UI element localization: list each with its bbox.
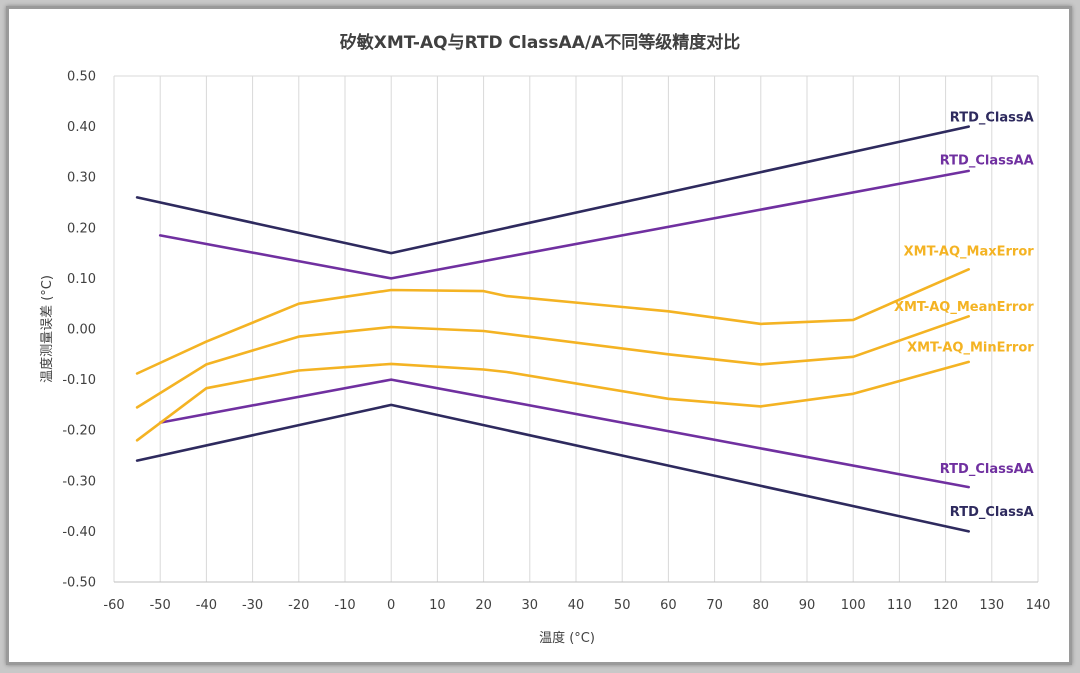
x-tick-label: 10 (429, 598, 446, 613)
series-label-rtd-classa: RTD_ClassA (950, 110, 1034, 125)
series-line-rtd-classa (135, 125, 971, 255)
x-tick-label: 0 (387, 598, 395, 613)
chart-frame (6, 6, 1072, 665)
y-tick-label: 0.40 (67, 120, 96, 135)
x-tick-label: 50 (614, 598, 631, 613)
y-tick-label: 0.30 (67, 171, 96, 186)
x-tick-label: -30 (242, 598, 263, 613)
y-tick-label: -0.20 (62, 424, 96, 439)
series-group (135, 125, 971, 533)
x-tick-label: 80 (753, 598, 770, 613)
grid (113, 75, 1039, 582)
x-tick-label: 20 (475, 598, 492, 613)
y-tick-label: 0.50 (67, 70, 96, 85)
x-tick-label: 60 (660, 598, 677, 613)
series-line-xmt-aq-minerror (135, 360, 971, 442)
x-tick-label: -20 (288, 598, 309, 613)
y-tick-label: -0.10 (62, 373, 96, 388)
series-labels: RTD_ClassA RTD_ClassAA XMT-AQ_MaxError XMT-… (894, 110, 1034, 520)
x-tick-label: 140 (1026, 598, 1051, 613)
x-tick-label: 120 (933, 598, 958, 613)
x-tick-label: 110 (887, 598, 912, 613)
y-tick-label: 0.00 (67, 323, 96, 338)
chart-title: 矽敏XMT-AQ与RTD ClassAA/A不同等级精度对比 (340, 32, 740, 53)
x-tick-label: -50 (150, 598, 171, 613)
y-tick-label: -0.30 (62, 474, 96, 489)
y-axis-label: 温度测量误差 (°C) (39, 275, 55, 383)
x-tick-label: -60 (103, 598, 124, 613)
series-label-rtd-classa: RTD_ClassA (950, 505, 1034, 520)
series-label-rtd-classaa: RTD_ClassAA (940, 462, 1034, 477)
axes: -60 -50 -40 -30 -20 -10 0 10 20 30 40 50 60 70 80 90 100… (62, 70, 1050, 614)
x-tick-label: 90 (799, 598, 816, 613)
series-label-xmt-aq-minerror: XMT-AQ_MinError (907, 341, 1034, 356)
x-tick-label: 70 (706, 598, 723, 613)
series-line-xmt-aq-maxerror (135, 267, 971, 375)
x-tick-label: 40 (568, 598, 585, 613)
x-tick-label: -40 (196, 598, 217, 613)
series-label-rtd-classaa: RTD_ClassAA (940, 153, 1034, 168)
series-line-xmt-aq-meanerror (135, 314, 971, 409)
y-tick-label: -0.50 (62, 576, 96, 591)
y-tick-label: 0.20 (67, 221, 96, 236)
x-tick-label: 30 (522, 598, 539, 613)
series-label-xmt-aq-maxerror: XMT-AQ_MaxError (904, 245, 1035, 260)
x-axis-label: 温度 (°C) (539, 630, 595, 646)
y-tick-label: 0.10 (67, 272, 96, 287)
series-label-xmt-aq-meanerror: XMT-AQ_MeanError (894, 300, 1034, 315)
x-tick-label: -10 (334, 598, 355, 613)
x-tick-label: 100 (841, 598, 866, 613)
x-tick-label: 130 (979, 598, 1004, 613)
series-line-rtd-classa (135, 403, 971, 533)
series-line-rtd-classaa (158, 378, 971, 489)
series-line-rtd-classaa (158, 169, 971, 280)
y-tick-label: -0.40 (62, 525, 96, 540)
